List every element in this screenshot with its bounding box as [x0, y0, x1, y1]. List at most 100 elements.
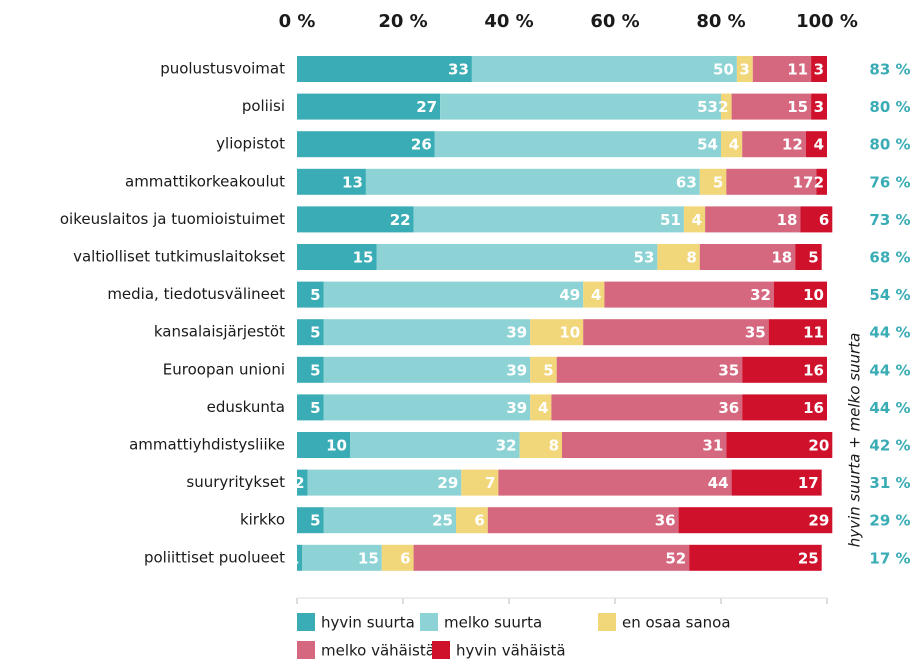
- value-label: 39: [506, 324, 527, 342]
- bar-segment: [297, 281, 324, 308]
- total-label: 44 %: [869, 399, 910, 417]
- bar-segment: [530, 394, 552, 421]
- bar-segment: [530, 319, 584, 346]
- legend-label: melko suurta: [444, 614, 542, 632]
- value-label: 3: [814, 61, 824, 79]
- bar-segment: [742, 356, 827, 383]
- bar-segment: [519, 432, 562, 458]
- category-label: puolustusvoimat: [160, 60, 285, 78]
- category-label: kirkko: [240, 511, 285, 529]
- total-label: 73 %: [869, 211, 910, 229]
- value-label: 29: [437, 474, 458, 492]
- bar-segment: [297, 93, 441, 120]
- value-label: 18: [771, 249, 792, 267]
- category-label: ammattiyhdistysliike: [129, 436, 285, 454]
- value-label: 25: [432, 512, 453, 530]
- value-label: 27: [416, 98, 437, 116]
- value-label: 18: [777, 211, 798, 229]
- bar-segment: [705, 206, 801, 233]
- total-label: 80 %: [869, 98, 910, 116]
- value-label: 10: [326, 437, 347, 455]
- value-label: 10: [559, 324, 580, 342]
- total-label: 44 %: [869, 324, 910, 342]
- legend-swatch: [297, 613, 315, 631]
- bar-segment: [530, 356, 557, 383]
- bar-segment: [376, 244, 658, 270]
- legend-swatch: [297, 641, 315, 659]
- value-label: 35: [745, 324, 766, 342]
- bar-segment: [583, 319, 769, 346]
- bar-segment: [350, 432, 520, 458]
- value-label: 5: [310, 286, 320, 304]
- value-label: 5: [808, 249, 818, 267]
- value-label: 5: [543, 361, 553, 379]
- total-label: 17 %: [869, 549, 910, 567]
- bar-segment: [323, 319, 531, 346]
- bar-segment: [583, 281, 605, 308]
- bar-segment: [461, 469, 499, 496]
- value-label: 6: [819, 211, 829, 229]
- value-label: 39: [506, 361, 527, 379]
- bar-segment: [365, 168, 700, 195]
- category-label: valtiolliset tutkimuslaitokset: [73, 248, 285, 266]
- category-label: oikeuslaitos ja tuomioistuimet: [60, 210, 285, 228]
- value-label: 4: [591, 286, 601, 304]
- totals-label: hyvin suurta + melko suurta: [846, 333, 864, 548]
- total-label: 44 %: [869, 361, 910, 379]
- bar-segment: [811, 56, 827, 82]
- value-label: 4: [729, 136, 739, 154]
- bar-segment: [721, 131, 743, 158]
- bar-segment: [297, 544, 303, 571]
- bar-segment: [726, 168, 817, 195]
- legend-label: hyvin vähäistä: [456, 642, 566, 660]
- value-label: 5: [310, 399, 320, 417]
- bar-segment: [297, 356, 324, 383]
- value-label: 31: [702, 437, 723, 455]
- bar-segment: [657, 244, 700, 270]
- bar-segment: [297, 432, 350, 458]
- bar-segment: [678, 507, 833, 534]
- bar-segment: [381, 544, 414, 571]
- value-label: 39: [506, 399, 527, 417]
- value-label: 5: [310, 361, 320, 379]
- bar-segment: [307, 469, 462, 496]
- total-label: 31 %: [869, 474, 910, 492]
- bar-segment: [721, 93, 732, 120]
- bar-segment: [297, 206, 414, 233]
- value-label: 7: [485, 474, 495, 492]
- x-tick-label: 40 %: [484, 11, 533, 32]
- bar-segment: [297, 131, 435, 158]
- legend-label: en osaa sanoa: [622, 614, 731, 632]
- value-label: 12: [782, 136, 803, 154]
- total-label: 68 %: [869, 249, 910, 267]
- value-label: 16: [803, 399, 824, 417]
- bar-segment: [297, 394, 324, 421]
- value-label: 17: [798, 474, 819, 492]
- category-label: ammattikorkeakoulut: [125, 172, 285, 190]
- bar-segment: [689, 544, 822, 571]
- bar-segment: [562, 432, 727, 458]
- value-label: 35: [718, 361, 739, 379]
- bar-segment: [736, 56, 753, 82]
- value-label: 4: [814, 136, 824, 154]
- bar-segment: [726, 432, 833, 458]
- value-label: 2: [294, 474, 304, 492]
- bar-segment: [731, 93, 812, 120]
- value-label: 20: [808, 437, 829, 455]
- value-label: 3: [739, 61, 749, 79]
- value-label: 2: [814, 173, 824, 191]
- value-label: 5: [310, 324, 320, 342]
- value-label: 25: [798, 549, 819, 567]
- value-label: 32: [496, 437, 517, 455]
- bar-segment: [323, 507, 456, 534]
- x-tick-label: 0 %: [279, 11, 316, 32]
- x-tick-label: 60 %: [590, 11, 639, 32]
- legend-swatch: [420, 613, 438, 631]
- value-label: 36: [718, 399, 739, 417]
- bar-segment: [297, 244, 377, 270]
- value-label: 11: [803, 324, 824, 342]
- bar-segment: [323, 394, 531, 421]
- value-label: 10: [803, 286, 824, 304]
- value-label: 5: [310, 512, 320, 530]
- category-label: yliopistot: [216, 135, 285, 153]
